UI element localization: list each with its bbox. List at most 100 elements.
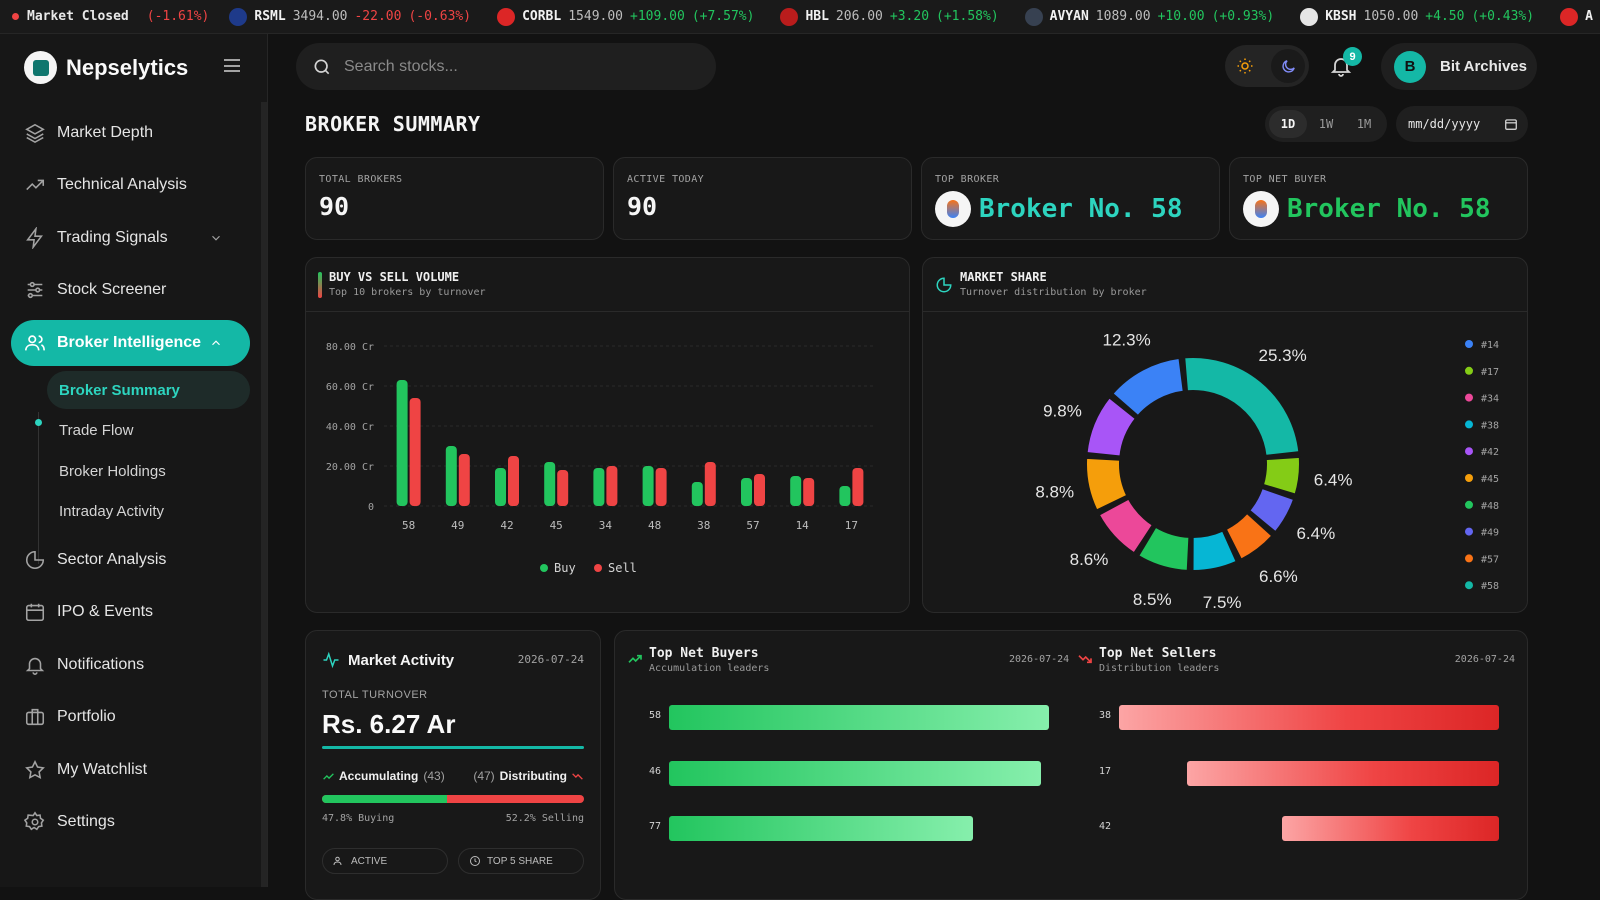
x-tick-label: 57 — [746, 519, 759, 532]
active-label: ACTIVE — [351, 855, 388, 867]
net-flow-bar[interactable] — [1282, 816, 1499, 841]
ticker-symbol: KBSH — [1325, 9, 1357, 24]
search-input[interactable]: Search stocks... — [296, 43, 716, 90]
pie-icon — [936, 277, 952, 293]
net-flow-bar[interactable] — [669, 760, 1042, 786]
legend-label: Buy — [554, 561, 576, 575]
turnover-value: Rs. 6.27 Ar — [322, 709, 456, 739]
sidebar-item-label: Technical Analysis — [57, 176, 187, 193]
pie-slice — [1183, 356, 1301, 457]
range-1m[interactable]: 1M — [1356, 117, 1372, 131]
range-1w[interactable]: 1W — [1318, 117, 1334, 131]
pie-slice — [1137, 525, 1191, 572]
accumulating-label: Accumulating — [339, 769, 419, 783]
sidebar-item-label: Portfolio — [57, 708, 116, 725]
sidebar-item-broker-intelligence[interactable]: Broker Intelligence — [11, 320, 250, 366]
pie-icon — [26, 550, 45, 569]
ticker-item[interactable]: HBL 206.00 +3.20 (+1.58%) — [780, 7, 999, 26]
sidebar-item-trading-signals[interactable]: Trading Signals — [11, 215, 250, 261]
chart-subtitle: Top 10 brokers by turnover — [329, 287, 486, 298]
brand-name: Nepselytics — [66, 54, 189, 80]
buy-bar — [839, 486, 851, 506]
range-1d[interactable]: 1D — [1269, 110, 1307, 138]
x-tick-label: 42 — [500, 519, 513, 532]
net-sellers-subtitle: Distribution leaders — [1099, 663, 1220, 674]
buy-bar — [741, 478, 752, 506]
sidebar-item-ipo-events[interactable]: IPO & Events — [11, 589, 250, 635]
buying-pct: 47.8% Buying — [322, 813, 395, 824]
sidebar-item-label: Stock Screener — [57, 281, 167, 298]
kpi-value: Broker No. 58 — [979, 194, 1183, 224]
ticker-pct: (+7.57%) — [691, 9, 755, 24]
net-sellers-date: 2026-07-24 — [1454, 654, 1515, 665]
chart-header: MARKET SHARE Turnover distribution by br… — [935, 270, 1147, 298]
sidebar-item-sector-analysis[interactable]: Sector Analysis — [11, 537, 250, 583]
kpi-broker: Broker No. 58 — [935, 191, 1183, 227]
y-tick-label: 40.00 Cr — [326, 422, 374, 433]
net-flow-bar[interactable] — [1187, 760, 1499, 786]
theme-toggle[interactable] — [1225, 45, 1309, 87]
user-menu[interactable]: B Bit Archives — [1381, 43, 1537, 90]
buy-sell-card: BUY VS SELL VOLUME Top 10 brokers by tur… — [305, 257, 910, 613]
notification-bell-icon[interactable]: 9 — [1329, 47, 1362, 80]
sidebar-item-settings[interactable]: Settings — [11, 799, 250, 845]
net-buyers-subtitle: Accumulation leaders — [649, 663, 770, 674]
sidebar-item-portfolio[interactable]: Portfolio — [11, 694, 250, 740]
brand[interactable]: Nepselytics — [24, 51, 188, 84]
distributing-label: Distributing — [499, 769, 567, 783]
sell-bar — [409, 398, 421, 506]
pie-slice — [1085, 396, 1137, 458]
top5-stat: TOP 5 SHARE — [458, 848, 584, 874]
legend-label: #38 — [1481, 420, 1499, 431]
ticker-price: 206.00 — [835, 9, 883, 24]
sidebar-item-market-depth[interactable]: Market Depth — [11, 110, 250, 156]
calendar-icon — [25, 603, 45, 622]
legend-label: #45 — [1481, 474, 1499, 485]
subitem-intraday-activity[interactable]: Intraday Activity — [47, 492, 250, 530]
menu-toggle-icon[interactable] — [224, 59, 240, 72]
subitem-label: Intraday Activity — [59, 502, 165, 520]
kpi-value: 90 — [319, 192, 350, 221]
legend-dot — [1465, 366, 1473, 375]
ticker-item[interactable]: A — [1560, 7, 1600, 26]
active-sub-dot — [35, 419, 42, 426]
sun-icon[interactable] — [1228, 49, 1262, 83]
legend-label: #48 — [1481, 501, 1499, 512]
ticker-item[interactable]: KBSH 1050.00 +4.50 (+0.43%) — [1300, 7, 1534, 26]
net-flow-bar[interactable] — [1119, 705, 1499, 730]
subitem-trade-flow[interactable]: Trade Flow — [47, 411, 250, 449]
star-icon — [25, 759, 45, 780]
net-flow-bar[interactable] — [669, 816, 973, 841]
sidebar-item-stock-screener[interactable]: Stock Screener — [11, 267, 250, 313]
net-flow-bar[interactable] — [669, 705, 1049, 730]
buy-bar — [593, 468, 605, 506]
distributing-row: (47) Distributing — [473, 769, 584, 783]
sidebar-scrollbar[interactable] — [261, 102, 267, 887]
moon-icon[interactable] — [1271, 49, 1305, 83]
legend-label: #49 — [1481, 528, 1499, 539]
sidebar-item-watchlist[interactable]: My Watchlist — [11, 747, 250, 793]
ticker-item[interactable]: CORBL 1549.00 +109.00 (+7.57%) — [497, 7, 755, 26]
slice-label: 8.8% — [1035, 482, 1074, 501]
subitem-broker-holdings[interactable]: Broker Holdings — [47, 452, 250, 490]
calendar-icon — [1505, 119, 1517, 130]
buy-bar — [544, 462, 556, 506]
ticker-symbol: AVYAN — [1049, 9, 1089, 24]
chevron-up-icon — [212, 340, 220, 346]
sidebar-item-notifications[interactable]: Notifications — [11, 642, 250, 688]
broker-label: 38 — [1099, 710, 1112, 721]
sell-bar — [557, 470, 569, 506]
sidebar-item-technical-analysis[interactable]: Technical Analysis — [11, 162, 250, 208]
subitem-broker-summary[interactable]: Broker Summary — [47, 371, 250, 409]
ticker-item[interactable]: AVYAN 1089.00 +10.00 (+0.93%) — [1024, 7, 1274, 26]
sell-bar — [655, 468, 667, 506]
search-icon — [314, 59, 330, 74]
y-tick-label: 0 — [368, 502, 374, 513]
kpi-label: ACTIVE TODAY — [627, 174, 705, 185]
ticker-item[interactable]: RSML 3494.00 -22.00 (-0.63%) — [229, 7, 471, 26]
range-selector: 1D 1W 1M — [1265, 106, 1387, 142]
stock-logo-icon — [1560, 7, 1579, 26]
y-tick-label: 60.00 Cr — [326, 382, 374, 393]
activity-header: Market Activity — [322, 651, 454, 669]
date-picker[interactable]: mm/dd/yyyy — [1396, 106, 1528, 142]
